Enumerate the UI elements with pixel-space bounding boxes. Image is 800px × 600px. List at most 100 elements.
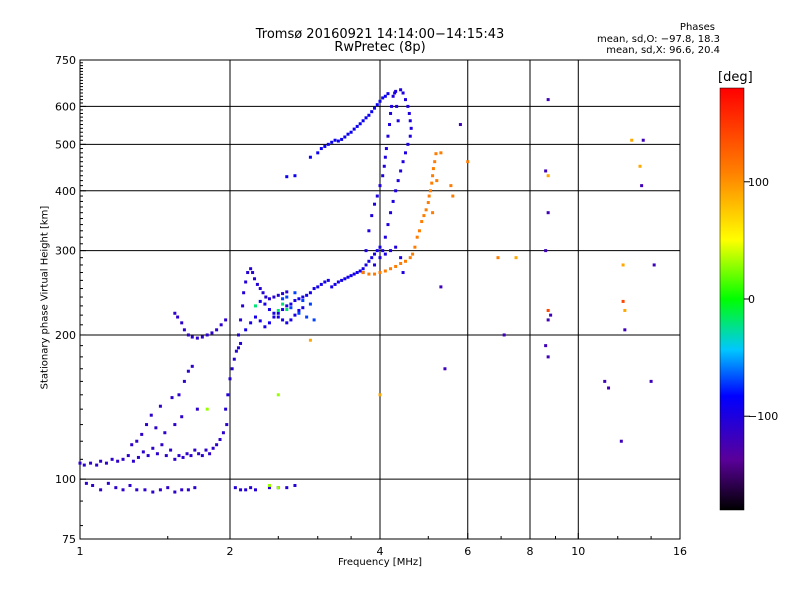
colorbar-tick-label: 100 — [748, 176, 769, 189]
data-point — [121, 457, 125, 461]
data-point — [301, 299, 305, 303]
data-point — [95, 463, 99, 467]
data-point — [263, 302, 267, 306]
data-point — [378, 256, 382, 260]
data-point — [623, 308, 627, 312]
data-point — [373, 202, 377, 206]
data-point — [289, 302, 293, 306]
data-point — [281, 302, 285, 306]
data-point — [433, 160, 437, 164]
data-point — [434, 152, 438, 156]
data-point — [249, 486, 253, 490]
data-point — [173, 490, 177, 494]
data-point — [253, 488, 257, 492]
data-point — [361, 119, 365, 123]
data-point — [258, 319, 262, 323]
data-point — [293, 299, 297, 303]
data-point — [236, 333, 240, 337]
data-point — [333, 282, 337, 286]
data-point — [205, 407, 209, 411]
data-point — [546, 211, 550, 215]
x-tick-label: 16 — [673, 545, 687, 558]
data-point — [546, 174, 550, 178]
data-point — [285, 486, 289, 490]
colorbar-ticks: 100 0 −100 — [744, 176, 778, 423]
data-point — [407, 111, 411, 115]
data-point — [297, 311, 301, 315]
data-point — [234, 349, 238, 353]
data-point — [364, 249, 368, 253]
data-point — [406, 104, 410, 108]
data-point — [431, 174, 435, 178]
data-point — [186, 333, 190, 337]
data-point — [401, 91, 405, 95]
data-point — [293, 313, 297, 317]
data-point — [383, 155, 387, 159]
data-point — [546, 98, 550, 102]
data-point — [652, 263, 656, 267]
data-point — [449, 184, 453, 188]
data-point — [373, 252, 377, 256]
data-point — [264, 295, 268, 299]
data-point — [316, 151, 320, 155]
y-tick-label: 500 — [55, 138, 76, 151]
data-point — [239, 318, 243, 322]
data-point — [549, 313, 553, 317]
data-point — [378, 271, 382, 275]
data-point — [177, 393, 181, 397]
data-point — [301, 295, 305, 299]
data-point — [451, 194, 455, 198]
data-point — [289, 318, 293, 322]
data-point — [378, 99, 382, 103]
data-point — [293, 483, 297, 487]
data-point — [370, 256, 374, 260]
data-point — [106, 481, 110, 485]
data-point — [281, 308, 285, 312]
data-point — [361, 271, 365, 275]
chart-subtitle: RwPretec (8p) — [334, 40, 426, 55]
data-point — [151, 446, 155, 450]
data-point — [396, 119, 400, 123]
data-point — [408, 256, 412, 260]
data-point — [389, 267, 393, 271]
data-point — [289, 306, 293, 310]
data-point — [281, 292, 285, 296]
data-point — [225, 423, 229, 427]
x-tick-label: 2 — [227, 545, 234, 558]
data-point — [349, 130, 353, 134]
data-point — [244, 328, 248, 332]
data-point — [239, 488, 243, 492]
x-axis-label: Frequency [MHz] — [337, 557, 423, 568]
data-point — [263, 325, 267, 329]
data-point — [226, 393, 230, 397]
data-point — [358, 269, 362, 273]
data-point — [224, 318, 228, 322]
data-point — [333, 138, 337, 142]
x-tick-label: 4 — [377, 545, 384, 558]
y-tick-label: 600 — [55, 100, 76, 113]
data-point — [375, 194, 379, 198]
stats-o-line: mean, sd,O: −97.8, 18.3 — [597, 34, 720, 45]
y-tick-label: 400 — [55, 185, 76, 198]
data-point — [621, 263, 625, 267]
axis-ticks: 1 2 4 6 8 10 16 75 100 200 300 400 500 600 750 — [55, 54, 687, 558]
data-point — [386, 134, 390, 138]
data-point — [91, 483, 95, 487]
data-point — [285, 308, 289, 312]
data-point — [386, 223, 390, 227]
data-point — [364, 116, 368, 120]
data-point — [443, 367, 447, 371]
data-point — [261, 291, 265, 295]
data-point — [195, 336, 199, 340]
data-point — [319, 147, 323, 151]
data-point — [285, 290, 289, 294]
data-point — [258, 287, 262, 291]
data-point — [180, 321, 184, 325]
data-point — [386, 92, 390, 96]
data-point — [285, 175, 289, 179]
data-point — [151, 490, 155, 494]
data-point — [420, 220, 424, 224]
data-point — [544, 249, 548, 253]
data-point — [246, 271, 250, 275]
data-point — [242, 291, 246, 295]
